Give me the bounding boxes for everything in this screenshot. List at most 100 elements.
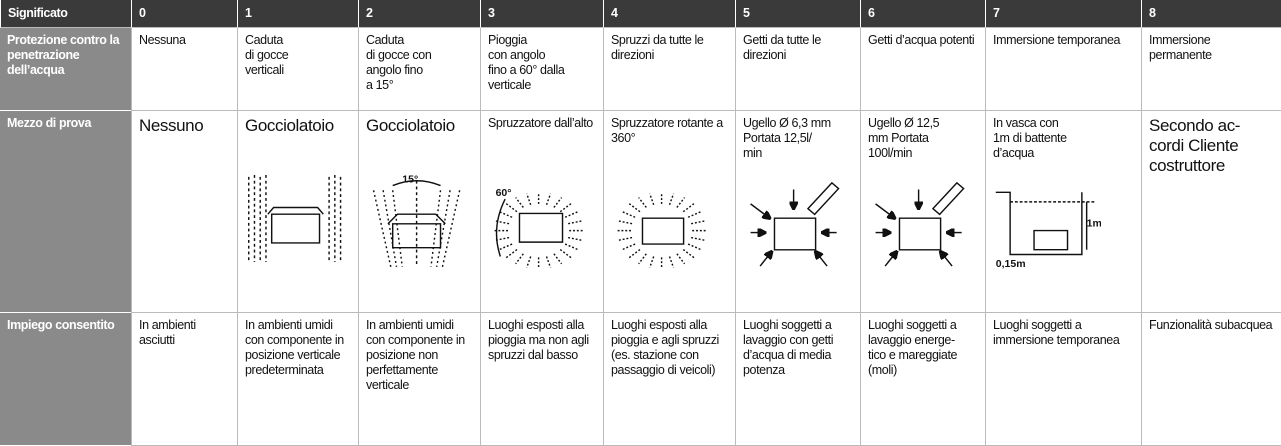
cell: Caduta di gocce con angolo fino a 15°: [358, 28, 480, 111]
figure-stroke: [816, 252, 828, 267]
figure-stroke: [668, 256, 675, 268]
header-cell: 0: [131, 0, 237, 28]
cell: Caduta di gocce verticali: [237, 28, 358, 111]
figure-stroke: [387, 213, 446, 225]
figure-stroke: [505, 203, 518, 213]
cell: Immersione permanente: [1141, 28, 1281, 111]
figure-stroke: [649, 193, 655, 206]
header-cell: 8: [1141, 0, 1281, 28]
figure-label: 0,15m: [996, 258, 1026, 270]
figure-stroke: [494, 236, 510, 242]
cell: Spruzzatore dall’alto: [480, 111, 603, 313]
figure-stroke: [568, 236, 584, 242]
figure-stroke: [750, 203, 770, 218]
figure-stroke: [518, 212, 564, 243]
figure-stroke: [691, 220, 707, 225]
test-figure: 15°: [372, 174, 461, 267]
cell: Pioggia con angolo fino a 60° dalla vert…: [480, 28, 603, 111]
header-cell: 4: [603, 0, 735, 28]
figure-stroke: [621, 243, 636, 251]
figure-stroke: [628, 203, 641, 213]
figure-stroke: [628, 249, 641, 259]
figure-stroke: [898, 217, 942, 251]
figure-stroke: [617, 220, 633, 225]
figure-stroke: [515, 197, 524, 208]
figure-stroke: [526, 193, 532, 206]
test-figure: 60°: [492, 187, 585, 269]
header-cell: 7: [985, 0, 1141, 28]
cell: Ugello Ø 6,3 mm Portata 12,5l/ min: [735, 111, 860, 313]
figure-stroke: [931, 181, 965, 216]
figure-stroke: [559, 203, 572, 213]
figure-stroke: [687, 210, 702, 218]
cell: Luoghi soggetti a lavaggio con getti d’a…: [735, 313, 860, 446]
row-label: Protezione contro la penetrazione dell’a…: [0, 28, 131, 111]
header-cell: 6: [860, 0, 985, 28]
cell: In ambienti umidi con componente in posi…: [358, 313, 480, 446]
cell: Spruzzatore rotante a 360°: [603, 111, 735, 313]
header-cell: 3: [480, 0, 603, 28]
figure-stroke: [638, 197, 647, 208]
figure-stroke: [494, 220, 510, 225]
figure-label: 60°: [496, 187, 512, 199]
cell: In ambienti umidi con componente in posi…: [237, 313, 358, 446]
header-cell: Significato: [0, 0, 131, 28]
cell: In vasca con 1m di battente d’acqua: [985, 111, 1141, 313]
cell: Nessuna: [131, 28, 237, 111]
figure-stroke: [691, 236, 707, 242]
figure-stroke: [495, 198, 506, 257]
cell: Gocciolatoio: [237, 111, 358, 313]
figure-stroke: [553, 197, 563, 208]
figure-stroke: [995, 191, 1083, 256]
figure-stroke: [884, 252, 896, 267]
figure-stroke: [621, 210, 636, 218]
figure-stroke: [545, 193, 552, 206]
test-figure: [750, 181, 840, 267]
figure-stroke: [649, 256, 655, 268]
cell: Getti d’acqua potenti: [860, 28, 985, 111]
figure-label: 1m: [1087, 218, 1101, 230]
figure-stroke: [676, 197, 686, 208]
figure-stroke: [564, 210, 579, 218]
figure-stroke: [682, 203, 695, 213]
test-figure: [875, 181, 965, 267]
header-cell: 2: [358, 0, 480, 28]
figure-stroke: [759, 252, 771, 267]
cell: Luoghi soggetti a immersione temporanea: [985, 313, 1141, 446]
cell: Secondo ac- cordi Cliente costruttore: [1141, 111, 1281, 313]
test-figure: [248, 175, 342, 263]
figure-stroke: [505, 249, 518, 259]
figure-stroke: [545, 256, 552, 268]
cell: Luoghi esposti alla pioggia e agli spruz…: [603, 313, 735, 446]
cell: Funzionalità subacquea: [1141, 313, 1281, 446]
figure-stroke: [372, 190, 392, 267]
figure-stroke: [568, 220, 584, 225]
figure-stroke: [668, 193, 675, 206]
figure-stroke: [676, 253, 686, 265]
figure-stroke: [498, 210, 513, 218]
cell: Nessuno: [131, 111, 237, 313]
figure-stroke: [806, 181, 840, 216]
cell: Ugello Ø 12,5 mm Portata 100l/min: [860, 111, 985, 313]
figure-label: 15°: [402, 174, 418, 186]
cell: Spruzzi da tutte le direzioni: [603, 28, 735, 111]
figure-stroke: [638, 253, 647, 265]
figure-stroke: [441, 190, 461, 267]
figure-stroke: [553, 253, 563, 265]
figure-stroke: [515, 253, 524, 265]
figure-stroke: [430, 190, 442, 267]
header-cell: 1: [237, 0, 358, 28]
figure-stroke: [559, 249, 572, 259]
figure-stroke: [1033, 229, 1069, 251]
figure-stroke: [498, 243, 513, 251]
figure-stroke: [526, 256, 532, 268]
cell: Luoghi soggetti a lavaggio energe- tico …: [860, 313, 985, 446]
figure-stroke: [773, 217, 817, 251]
figure-stroke: [564, 243, 579, 251]
test-figure: 1m 0,15m: [995, 191, 1101, 270]
row-label: Mezzo di prova: [0, 111, 131, 313]
header-cell: 5: [735, 0, 860, 28]
figure-stroke: [391, 190, 403, 267]
figure-stroke: [382, 190, 398, 267]
